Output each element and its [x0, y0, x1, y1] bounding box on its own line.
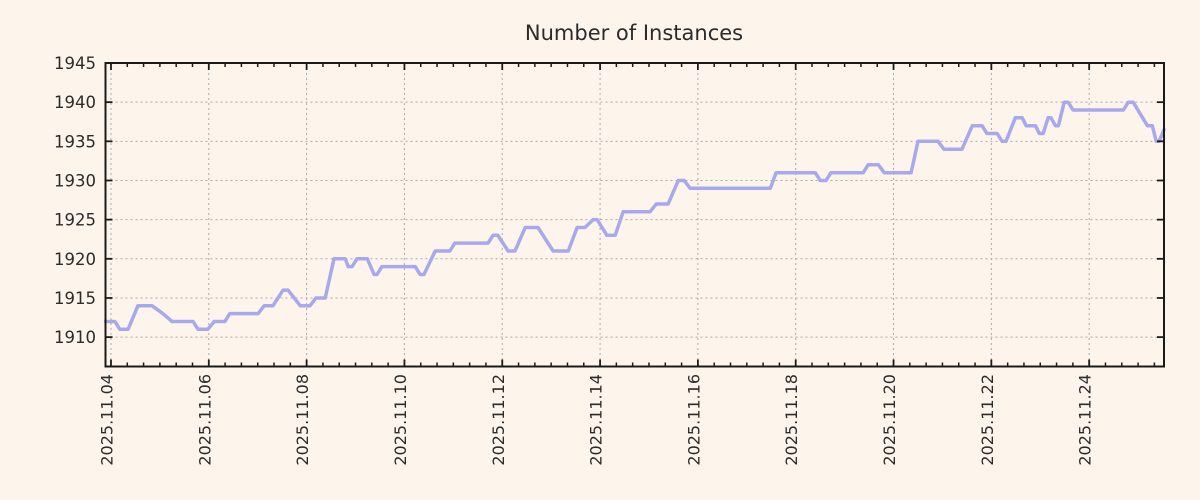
x-tick-label: 2025.11.24 — [1076, 374, 1095, 466]
x-tick-label: 2025.11.12 — [489, 374, 508, 466]
chart-title: Number of Instances — [525, 21, 743, 45]
x-tick-label: 2025.11.18 — [782, 374, 801, 466]
y-tick-label: 1935 — [54, 132, 96, 151]
y-tick-label: 1915 — [54, 289, 96, 308]
x-tick-label: 2025.11.08 — [293, 374, 312, 466]
x-tick-label: 2025.11.14 — [587, 374, 606, 466]
series-line-instances — [103, 100, 1166, 332]
x-tick-label: 2025.11.22 — [978, 374, 997, 466]
axis-layer — [104, 62, 1165, 368]
x-tick-label: 2025.11.10 — [391, 374, 410, 466]
series-layer — [103, 100, 1166, 332]
tick-label-layer: 1910 1915 1920 1925 1930 1935 1940 1945 2025.11.… — [54, 54, 1095, 466]
y-tick-label: 1940 — [54, 93, 96, 112]
y-tick-label: 1945 — [54, 54, 96, 73]
x-tick-label: 2025.11.16 — [684, 374, 703, 466]
y-tick-label: 1910 — [54, 328, 96, 347]
x-tick-label: 2025.11.20 — [880, 374, 899, 466]
plot-border — [104, 62, 1165, 368]
y-tick-label: 1920 — [54, 250, 96, 269]
y-tick-label: 1925 — [54, 211, 96, 230]
x-tick-label: 2025.11.04 — [97, 374, 116, 466]
y-tick-label: 1930 — [54, 171, 96, 190]
x-tick-label: 2025.11.06 — [195, 374, 214, 466]
